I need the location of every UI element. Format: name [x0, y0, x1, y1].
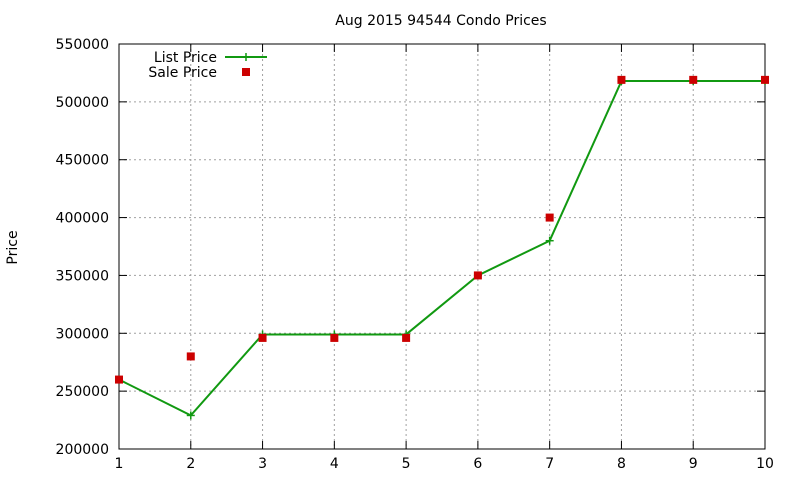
- series-list-price: [115, 77, 769, 420]
- series-sale-price: [115, 75, 769, 384]
- x-tick-label: 4: [330, 456, 339, 472]
- y-tick-label: 450000: [56, 153, 109, 169]
- plot-frame: [118, 43, 766, 450]
- y-tick-label: 350000: [56, 268, 109, 284]
- legend-marker-list-price: [242, 53, 250, 61]
- legend-sample-list-price: [225, 53, 267, 61]
- legend-label-list-price: List Price: [154, 50, 217, 66]
- data-point-sale-price: [473, 271, 482, 280]
- data-point-sale-price: [545, 213, 554, 222]
- data-point-sale-price: [258, 333, 267, 342]
- x-tick-label: 1: [115, 456, 124, 472]
- data-point-sale-price: [186, 352, 195, 361]
- y-tick-label: 300000: [56, 326, 109, 342]
- data-point-sale-price: [689, 75, 698, 84]
- y-tick-label: 500000: [56, 95, 109, 111]
- legend-label-sale-price: Sale Price: [148, 65, 217, 81]
- legend: List Price Sale Price: [148, 50, 267, 81]
- data-point-sale-price: [330, 333, 339, 342]
- y-tick-label: 400000: [56, 211, 109, 227]
- x-tick-label: 9: [689, 456, 698, 472]
- x-tick-label: 2: [186, 456, 195, 472]
- series-layer: [115, 75, 769, 420]
- data-point-sale-price: [617, 75, 626, 84]
- data-point-sale-price: [761, 75, 769, 84]
- x-tick-label: 7: [545, 456, 554, 472]
- legend-sample-sale-price: [242, 68, 250, 76]
- x-tick-label: 6: [473, 456, 482, 472]
- x-tick-label: 3: [258, 456, 267, 472]
- axis-ticks: 1 2 3 4 5 6 7 8 9 10 200000 250000 300000 350000 40000…: [56, 37, 774, 472]
- chart-title: Aug 2015 94544 Condo Prices: [335, 13, 546, 29]
- y-axis-label: Price: [5, 230, 21, 264]
- series-line-list-price: [118, 80, 765, 417]
- data-point-list-price: [186, 411, 195, 420]
- data-point-list-price: [545, 236, 554, 245]
- y-tick-label: 200000: [56, 442, 109, 458]
- y-tick-label: 550000: [56, 37, 109, 53]
- data-point-sale-price: [115, 375, 123, 384]
- x-tick-label: 5: [402, 456, 411, 472]
- data-point-sale-price: [402, 333, 411, 342]
- x-tick-label: 10: [756, 456, 774, 472]
- y-tick-label: 250000: [56, 384, 109, 400]
- x-tick-label: 8: [617, 456, 626, 472]
- legend-marker-sale-price: [242, 68, 250, 76]
